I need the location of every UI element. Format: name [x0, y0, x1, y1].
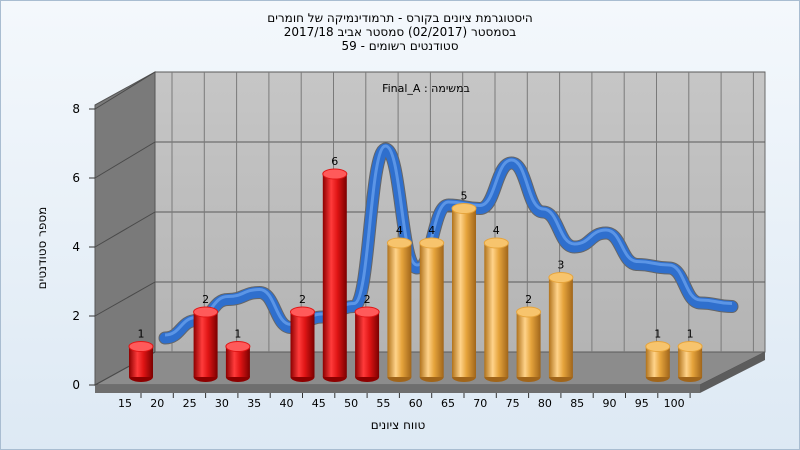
x-tick-label: 25 [183, 397, 197, 410]
bar [451, 203, 477, 382]
y-gridline-side [94, 281, 156, 317]
bar-value-label: 4 [396, 224, 403, 237]
y-gridline-side [94, 141, 156, 179]
x-tick-label: 60 [409, 397, 423, 410]
bar-value-label: 4 [428, 224, 435, 237]
bar-value-label: 2 [202, 293, 209, 306]
x-tick-label: 95 [635, 397, 649, 410]
bar [193, 306, 219, 382]
x-tick-label: 35 [247, 397, 261, 410]
chart-floor-edge [95, 385, 700, 393]
bar [548, 272, 574, 382]
bar [645, 341, 671, 382]
x-axis-label: טווח ציונים [371, 418, 426, 432]
bar-value-label: 2 [364, 293, 371, 306]
x-tick-label: 15 [118, 397, 132, 410]
bar [386, 237, 412, 382]
x-tick-label: 45 [312, 397, 326, 410]
x-tick-label: 90 [603, 397, 617, 410]
x-tick-label: 30 [215, 397, 229, 410]
bar [290, 306, 315, 382]
x-tick-label: 85 [570, 397, 584, 410]
chart-annotation: במשימה : Final_A [382, 82, 470, 95]
bar-value-label: 1 [234, 328, 241, 341]
bar-value-label: 1 [654, 328, 661, 341]
y-gridline-side [94, 71, 156, 110]
bar [128, 341, 154, 382]
bar [516, 306, 542, 382]
bar [354, 306, 380, 382]
x-tick-label: 75 [506, 397, 520, 410]
bar [225, 341, 251, 382]
x-tick-label: 80 [538, 397, 552, 410]
y-tick-label: 0 [72, 378, 80, 392]
chart-subtitle-semester: בסמסטר (02/2017) סמסטר אביב 2017/18 [283, 25, 517, 39]
y-tick-label: 8 [72, 102, 80, 116]
chart-title: היסטוגרמת ציונים בקורס - תרמודינמיקה של … [267, 11, 533, 25]
chart-side-wall [94, 71, 156, 386]
x-tick-label: 20 [150, 397, 164, 410]
y-gridline-side [94, 211, 156, 248]
y-axis-label: מספר סטודנטים [35, 207, 49, 290]
x-tick-label: 55 [376, 397, 390, 410]
bar-value-label: 6 [331, 155, 338, 168]
x-tick-label: 100 [664, 397, 685, 410]
bar [419, 237, 445, 382]
chart-floor-side-edge [700, 352, 765, 393]
y-tick-label: 6 [72, 171, 80, 185]
bar-value-label: 3 [557, 259, 564, 272]
y-tick-label: 2 [72, 309, 80, 323]
bar-value-label: 2 [525, 293, 532, 306]
bar-value-label: 5 [461, 190, 468, 203]
bar [677, 341, 703, 382]
bar-value-label: 4 [493, 224, 500, 237]
x-tick-label: 70 [473, 397, 487, 410]
bar-value-label: 2 [299, 293, 306, 306]
chart-subtitle-students: סטודנטים רשומים - 59 [341, 39, 459, 53]
y-tick-label: 4 [72, 240, 80, 254]
bar-value-label: 1 [138, 328, 145, 341]
curve-ribbon-highlight [164, 144, 733, 337]
bar [322, 168, 348, 382]
bar-value-label: 1 [687, 328, 694, 341]
x-tick-label: 40 [280, 397, 294, 410]
x-tick-label: 65 [441, 397, 455, 410]
x-tick-label: 50 [344, 397, 358, 410]
bar [483, 237, 509, 382]
